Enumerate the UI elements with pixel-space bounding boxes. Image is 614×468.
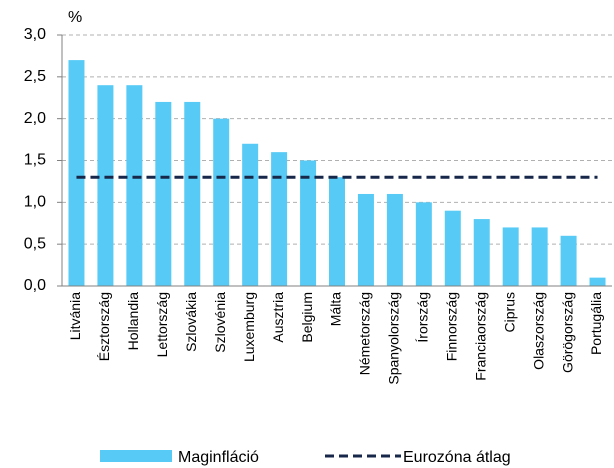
bar: [68, 60, 85, 286]
x-tick-label: Írország: [415, 292, 431, 343]
y-tick-label: 3,0: [24, 26, 46, 43]
bar: [415, 202, 432, 286]
x-tick-label: Finnország: [443, 292, 459, 361]
x-tick-label: Lettország: [154, 292, 170, 357]
bar: [531, 227, 548, 286]
y-tick-label: 1,5: [24, 152, 46, 169]
legend-swatch: [100, 450, 172, 462]
bar: [329, 177, 345, 286]
x-tick-label: Hollandia: [125, 292, 141, 351]
legend-label: Eurozóna átlag: [403, 449, 511, 466]
bar: [155, 101, 172, 286]
bar: [386, 193, 403, 286]
bar: [560, 235, 577, 286]
x-tick-label: Belgium: [299, 292, 315, 343]
bar: [300, 160, 317, 286]
x-tick-label: Szlovákia: [183, 292, 199, 352]
x-tick-label: Görögország: [559, 292, 575, 373]
y-tick-label: 2,5: [24, 68, 46, 85]
x-tick-label: Franciaország: [472, 292, 488, 381]
y-tick-label: 0,0: [24, 277, 46, 294]
y-tick-label: 2,0: [24, 110, 46, 127]
bar: [444, 210, 461, 286]
bar: [184, 101, 201, 286]
bar: [242, 143, 259, 286]
bar: [589, 277, 606, 286]
y-tick-label: 0,5: [24, 235, 46, 252]
x-tick-label: Ausztria: [270, 292, 286, 343]
x-tick-label: Málta: [328, 292, 344, 326]
x-tick-label: Észtország: [96, 292, 112, 361]
x-tick-label: Portugália: [588, 292, 604, 355]
bar: [213, 118, 230, 287]
bar: [271, 152, 288, 286]
bar: [473, 219, 490, 286]
bar: [126, 85, 143, 286]
x-tick-label: Szlovénia: [212, 292, 228, 353]
x-tick-label: Ciprus: [501, 292, 517, 332]
y-tick-label: 1,0: [24, 194, 46, 211]
y-axis-label: %: [68, 9, 82, 26]
bar: [97, 85, 114, 286]
x-tick-label: Olaszország: [530, 292, 546, 370]
bar: [357, 193, 374, 286]
x-tick-label: Spanyolország: [386, 292, 402, 385]
x-tick-label: Németország: [357, 292, 373, 375]
bar: [502, 227, 519, 286]
x-tick-label: Litvánia: [67, 292, 83, 340]
x-tick-label: Luxemburg: [241, 292, 257, 362]
legend-label: Maginfláció: [178, 449, 259, 466]
